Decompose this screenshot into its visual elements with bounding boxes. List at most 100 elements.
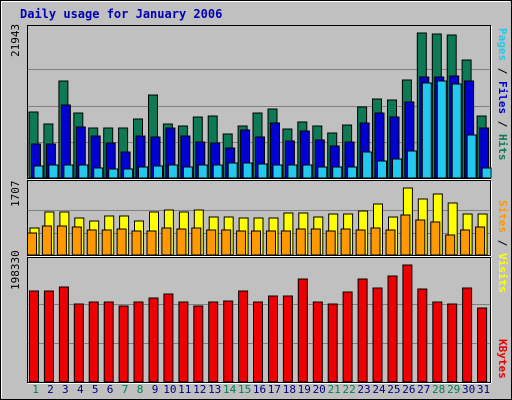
x-tick-label-day-29: 29 [447, 383, 460, 396]
legend-part: Hits [496, 134, 509, 161]
bar-sites-day-20 [310, 228, 321, 256]
legend-part: Files [496, 81, 509, 114]
bar-kbytes-day-3 [58, 286, 69, 383]
bar-sites-day-22 [340, 228, 351, 256]
bar-kbytes-day-13 [208, 301, 219, 383]
bar-pages-day-5 [93, 167, 104, 179]
bar-pages-day-16 [257, 163, 268, 179]
bar-sites-day-23 [355, 229, 366, 256]
bar-kbytes-day-24 [372, 287, 383, 383]
x-tick-label-day-6: 6 [107, 383, 114, 396]
bar-sites-day-15 [236, 230, 247, 256]
x-tick-label-day-23: 23 [357, 383, 370, 396]
bar-sites-day-5 [86, 229, 97, 256]
bar-pages-day-4 [78, 164, 89, 179]
legend-part: Pages [496, 28, 509, 61]
bar-sites-day-14 [221, 229, 232, 256]
bar-kbytes-day-8 [133, 301, 144, 383]
bar-kbytes-day-20 [312, 301, 323, 383]
x-tick-label-day-27: 27 [417, 383, 430, 396]
bar-pages-day-15 [242, 162, 253, 179]
x-tick-label-day-20: 20 [313, 383, 326, 396]
bar-sites-day-2 [41, 225, 52, 256]
bar-kbytes-day-15 [238, 290, 249, 383]
bar-kbytes-day-16 [253, 301, 263, 383]
bar-sites-day-16 [251, 230, 261, 256]
bar-kbytes-day-9 [148, 297, 159, 383]
x-tick-label-day-26: 26 [402, 383, 415, 396]
bar-pages-day-31 [481, 167, 492, 179]
bar-kbytes-day-27 [417, 288, 428, 383]
bar-kbytes-day-11 [178, 301, 189, 383]
panel-requests-max-label: 21943 [9, 24, 22, 57]
bar-sites-day-6 [101, 229, 112, 256]
bar-sites-day-31 [475, 226, 486, 256]
legend-part: / [496, 61, 509, 81]
x-tick-label-day-19: 19 [298, 383, 311, 396]
x-tick-label-day-14: 14 [223, 383, 237, 396]
bar-sites-day-9 [146, 230, 157, 256]
bar-sites-day-28 [430, 221, 441, 256]
bar-kbytes-day-18 [282, 295, 293, 383]
x-tick-label-day-15: 15 [238, 383, 251, 396]
x-tick-label-day-16: 16 [253, 383, 266, 396]
bar-sites-day-13 [206, 229, 217, 256]
bar-pages-day-29 [451, 83, 462, 179]
bar-pages-day-13 [212, 164, 223, 179]
bar-kbytes-day-25 [387, 275, 398, 383]
bar-pages-day-11 [182, 166, 193, 179]
bar-kbytes-day-6 [103, 301, 114, 383]
bar-sites-day-27 [415, 219, 426, 256]
bar-kbytes-day-14 [223, 300, 234, 383]
bar-kbytes-day-5 [88, 301, 99, 383]
bar-sites-day-30 [460, 229, 471, 256]
bar-kbytes-day-17 [268, 295, 278, 383]
legend-part: KBytes [496, 339, 509, 379]
bar-sites-day-7 [116, 228, 127, 256]
x-tick-label-day-31: 31 [477, 383, 490, 396]
bar-pages-day-26 [406, 150, 417, 179]
x-tick-label-day-12: 12 [193, 383, 206, 396]
bar-kbytes-day-29 [447, 303, 458, 383]
bar-pages-day-3 [63, 164, 74, 179]
x-tick-label-day-8: 8 [137, 383, 144, 396]
bar-pages-day-14 [227, 162, 238, 179]
x-tick-label-day-30: 30 [462, 383, 475, 396]
bar-pages-day-7 [123, 168, 134, 179]
bar-pages-day-19 [302, 164, 313, 179]
legend-part: Sites [496, 200, 509, 233]
bar-sites-day-3 [56, 225, 67, 256]
bar-pages-day-20 [317, 166, 328, 179]
panel-kbytes-legend: KBytes [496, 339, 509, 379]
x-tick-label-day-25: 25 [387, 383, 400, 396]
bar-sites-day-10 [161, 227, 172, 256]
legend-part: / [496, 114, 509, 134]
bar-pages-day-22 [347, 166, 358, 179]
chart-title: Daily usage for January 2006 [20, 7, 223, 21]
x-tick-label-day-17: 17 [268, 383, 281, 396]
bar-kbytes-day-21 [327, 303, 338, 383]
bar-pages-day-30 [466, 134, 477, 179]
x-tick-label-day-10: 10 [163, 383, 176, 396]
bar-sites-day-18 [280, 230, 291, 256]
x-tick-label-day-28: 28 [432, 383, 445, 396]
bar-pages-day-6 [108, 168, 119, 179]
bar-pages-day-12 [197, 164, 208, 179]
bar-pages-day-28 [436, 80, 447, 179]
bar-kbytes-day-19 [297, 278, 308, 383]
panel-requests-legend: Pages / Files / Hits [496, 28, 509, 161]
bar-pages-day-9 [153, 165, 163, 179]
x-tick-label-day-2: 2 [47, 383, 54, 396]
x-tick-label-day-13: 13 [208, 383, 221, 396]
bar-kbytes-day-23 [357, 278, 368, 383]
bar-kbytes-day-12 [193, 305, 204, 383]
bar-pages-day-10 [167, 164, 178, 179]
bar-kbytes-day-1 [29, 290, 39, 383]
bar-kbytes-day-31 [477, 307, 488, 383]
bar-pages-day-18 [287, 164, 298, 179]
x-tick-label-day-22: 22 [342, 383, 355, 396]
x-tick-label-day-18: 18 [283, 383, 296, 396]
bar-kbytes-day-22 [342, 291, 353, 383]
